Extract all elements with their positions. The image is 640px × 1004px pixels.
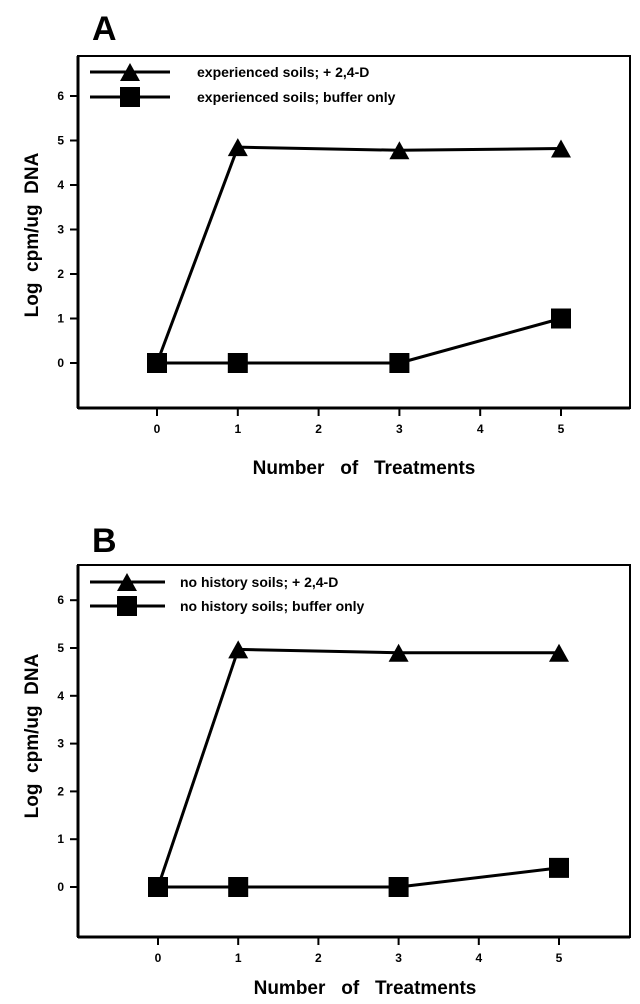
data-point-triangle xyxy=(549,643,569,662)
data-point-square xyxy=(551,308,571,329)
data-point-square xyxy=(148,877,168,897)
chart-svg-a: A 0 1 2 3 4 5 6 0 1 2 3 4 5 experienced soils; + 2,4… xyxy=(22,10,631,479)
y-tick-label: 3 xyxy=(57,223,64,237)
x-tick-label: 4 xyxy=(477,422,484,436)
series-markers xyxy=(148,640,569,897)
y-tick-label: 1 xyxy=(57,312,64,326)
series-markers xyxy=(147,138,571,373)
y-tick-label: 5 xyxy=(57,641,64,655)
x-tick-label: 5 xyxy=(558,422,565,436)
legend-label: no history soils; buffer only xyxy=(180,598,365,614)
series-line-triangle xyxy=(155,145,562,364)
x-tick-label: 1 xyxy=(235,951,242,965)
data-point-square xyxy=(549,857,569,878)
y-tick-label: 2 xyxy=(57,784,64,798)
chart-panel-a: A 0 1 2 3 4 5 6 0 1 2 3 4 5 experienced soils; + 2,4… xyxy=(22,10,631,479)
legend: no history soils; + 2,4-D no history soil… xyxy=(90,573,365,616)
series-line-square xyxy=(158,866,560,889)
x-tick-label: 3 xyxy=(395,951,402,965)
x-tick-label: 0 xyxy=(154,422,161,436)
data-point-triangle xyxy=(389,141,410,160)
y-tick-label: 1 xyxy=(57,832,64,846)
y-tick-label: 4 xyxy=(57,178,64,192)
legend-marker-triangle xyxy=(120,63,140,81)
data-point-square xyxy=(147,353,167,373)
legend-label: no history soils; + 2,4-D xyxy=(180,574,338,590)
legend-marker-square xyxy=(117,596,137,616)
series-line-triangle xyxy=(156,647,559,888)
y-tick-label: 6 xyxy=(57,89,64,103)
data-point-triangle xyxy=(228,640,249,659)
y-tick-label: 0 xyxy=(57,356,64,370)
x-tick-label: 2 xyxy=(315,951,322,965)
legend-marker-square xyxy=(120,87,140,107)
x-tick-label: 2 xyxy=(315,422,322,436)
legend: experienced soils; + 2,4-D experienced so… xyxy=(90,63,396,107)
series-lines xyxy=(156,647,560,889)
data-point-triangle xyxy=(551,139,571,158)
x-tick-label: 4 xyxy=(475,951,482,965)
legend-label: experienced soils; + 2,4-D xyxy=(197,64,369,80)
y-tick-label: 3 xyxy=(57,737,64,751)
y-axis-label: Log cpm/ug DNA xyxy=(22,152,43,317)
x-tick-label: 5 xyxy=(556,951,563,965)
x-axis-label: Number of Treatments xyxy=(253,458,476,479)
x-tick-label: 1 xyxy=(234,422,241,436)
legend-label: experienced soils; buffer only xyxy=(197,89,396,105)
y-axis-label: Log cpm/ug DNA xyxy=(22,653,43,818)
panel-letter: B xyxy=(92,522,117,560)
data-point-triangle xyxy=(388,643,409,662)
legend-marker-triangle xyxy=(117,573,137,591)
x-tick-label: 3 xyxy=(396,422,403,436)
axis-ticks: 0 1 2 3 4 5 6 0 1 2 3 4 5 xyxy=(57,89,564,436)
data-point-square xyxy=(228,877,249,897)
y-tick-label: 2 xyxy=(57,267,64,281)
chart-panel-b: B 0 1 2 3 4 5 6 0 1 2 3 4 5 no history soils; + 2,4-… xyxy=(0,502,640,1004)
x-tick-label: 0 xyxy=(155,951,162,965)
data-point-square xyxy=(389,353,410,373)
series-line-square xyxy=(157,317,562,365)
y-tick-label: 4 xyxy=(57,689,64,703)
axis-ticks: 0 1 2 3 4 5 6 0 1 2 3 4 5 xyxy=(57,593,562,965)
y-tick-label: 6 xyxy=(57,593,64,607)
panel-letter: A xyxy=(92,10,117,48)
x-axis-label: Number of Treatments xyxy=(254,978,477,999)
data-point-square xyxy=(227,353,248,373)
y-tick-label: 5 xyxy=(57,134,64,148)
series-lines xyxy=(155,145,562,365)
y-tick-label: 0 xyxy=(57,880,64,894)
data-point-square xyxy=(388,877,409,897)
data-point-triangle xyxy=(227,138,248,157)
chart-svg-b: B 0 1 2 3 4 5 6 0 1 2 3 4 5 no history soils; + 2,4-… xyxy=(22,522,631,999)
